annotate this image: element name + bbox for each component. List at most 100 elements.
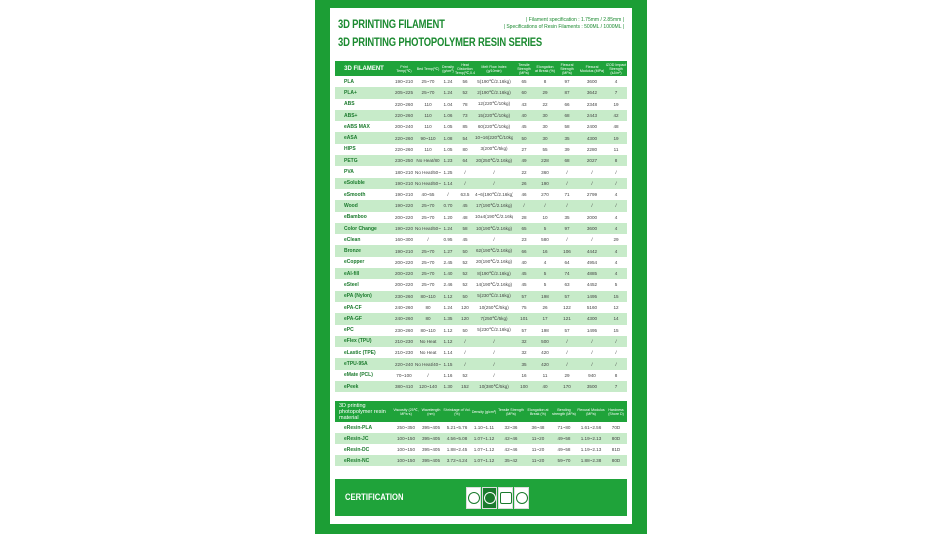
table-cell: 230~260: [393, 290, 415, 302]
table-cell: 120~140: [415, 381, 441, 393]
table-cell: 22: [542, 101, 548, 107]
material-name: eSteel: [344, 281, 359, 288]
table-cell: 110: [424, 146, 432, 152]
table-cell: 45: [513, 268, 535, 280]
table-cell: 205~225: [393, 87, 415, 99]
table-row: eCopper 200~220 25~70 2.45 52 20(190℃/2.16kg)…: [335, 257, 627, 268]
table-cell: 42: [605, 109, 627, 122]
table-cell: 42~46: [497, 433, 525, 444]
table-cell: /: [579, 177, 605, 189]
table-cell: /: [566, 350, 568, 356]
resin-spec: | Specifications of Resin Filaments : 50…: [503, 24, 624, 30]
table-cell: 4954: [586, 259, 598, 265]
column-header: Flexural Strength (MPa): [555, 61, 579, 76]
column-header: Heat Distortion Temp(℃,0.45MPa): [455, 61, 475, 76]
material-name: eResin-JC: [335, 433, 393, 444]
table-cell: 120: [455, 313, 475, 325]
material-name: eSmooth: [344, 191, 366, 198]
table-cell: 66: [564, 101, 570, 107]
table-cell: 25~70: [421, 282, 435, 288]
table-cell: 25~70: [421, 214, 435, 220]
table-cell: 85: [462, 124, 468, 130]
table-cell: 19: [605, 132, 627, 144]
material-name: PETG: [335, 155, 393, 167]
table-cell: 65: [521, 79, 527, 85]
table-row: eSteel 200~220 25~70 2.46 52 14(190℃/2.16kg) 4…: [335, 279, 627, 290]
table-cell: 8: [614, 372, 618, 378]
table-row: PLA 190~210 25~70 1.24 56 5(190℃/2.16kg) 65 8 97…: [335, 76, 627, 87]
table-cell: /: [493, 350, 495, 356]
table-cell: 65: [513, 222, 535, 235]
table-cell: 228: [535, 155, 555, 167]
table-cell: 190~210: [394, 192, 413, 198]
material-name: ABS: [344, 101, 355, 108]
table-cell: /: [591, 237, 593, 243]
table-cell: /: [493, 372, 495, 378]
table-cell: 1.07~1.12: [473, 447, 495, 452]
table-row: ABS+ 220~260 110 1.06 73 15(220℃/10kg) 40 30 68 2…: [335, 109, 627, 122]
table-cell: 4300: [579, 313, 605, 325]
table-cell: 1.24: [441, 222, 455, 235]
table-cell: 30: [535, 132, 555, 144]
table-cell: 1.10~1.11: [473, 425, 495, 430]
table-cell: 4: [605, 268, 627, 280]
table-cell: 1.05: [443, 146, 453, 152]
table-cell: 5: [614, 282, 618, 288]
table-cell: 106: [555, 245, 579, 257]
table-cell: 35: [555, 132, 579, 144]
table-cell: 58: [564, 124, 570, 130]
table-cell: 12: [613, 305, 619, 311]
column-header: Elongation at Break (%): [535, 61, 555, 76]
table-cell: 80~110: [415, 290, 441, 302]
table-cell: 52: [455, 268, 475, 280]
table-cell: 7(250℃/5kg): [475, 313, 513, 325]
column-header: Bending strength (MPa): [551, 401, 577, 422]
table-cell: /: [615, 169, 617, 175]
table-cell: 52: [462, 259, 468, 265]
table-cell: 57: [521, 327, 527, 333]
table-cell: 122: [563, 305, 571, 311]
table-cell: 15(220℃/10kg): [475, 109, 513, 122]
table-row: eSmooth 190~210 40~55 / 63.5 4~6(190℃/2.16kg)…: [335, 189, 627, 200]
table-cell: No Heat/80: [415, 155, 441, 167]
table-cell: 25~70: [415, 200, 441, 212]
table-cell: /: [605, 358, 627, 370]
material-name: Bronze: [335, 245, 393, 257]
material-name: Wood: [335, 200, 393, 212]
table-row: ePeek 380~410 120~140 1.30 152 10(380℃/5kg) 10…: [335, 381, 627, 393]
table-cell: /: [475, 358, 513, 370]
table-cell: 10±4(190℃/2.16kg): [475, 214, 513, 220]
table-cell: 380~410: [393, 381, 415, 393]
table-cell: 1.07~1.12: [471, 455, 497, 466]
table-cell: 73: [455, 109, 475, 122]
table-cell: 45: [455, 200, 475, 212]
column-header: Elongation at Break (%): [525, 401, 551, 422]
table-cell: 60(220℃/10kg): [477, 123, 511, 129]
table-cell: 4.56~5.08: [443, 433, 471, 444]
table-cell: 40: [513, 109, 535, 122]
msds-logo: [498, 487, 513, 509]
table-cell: /: [555, 200, 579, 212]
table-cell: 4: [614, 192, 618, 198]
table-cell: 90~110: [415, 132, 441, 144]
table-cell: 5: [535, 268, 555, 280]
column-header: 3D printing photopolymer resin material: [335, 401, 393, 422]
material-name: eResin-NC: [335, 455, 393, 466]
table-cell: /: [513, 200, 535, 212]
table-cell: 1.35: [441, 313, 455, 325]
table-row: eResin-NC 100~150 395~405 3.72~4.24 1.07~1.1…: [335, 455, 627, 466]
table-cell: 1.88~2.45: [446, 447, 468, 452]
table-cell: 220~260: [393, 109, 415, 122]
table-cell: 40: [535, 381, 555, 393]
table-cell: 5: [543, 282, 547, 288]
table-cell: 3(200℃/5kg): [480, 146, 508, 152]
table-cell: /: [579, 335, 605, 348]
table-row: eLastic (TPE) 210~230 No Heat 1.14 / / 32 420 / /…: [335, 347, 627, 358]
table-cell: 101: [513, 313, 535, 325]
table-cell: 3642: [579, 87, 605, 99]
table-cell: 2027: [579, 155, 605, 167]
table-cell: No Heat: [419, 350, 437, 356]
table-cell: 1.07~1.12: [471, 433, 497, 444]
table-cell: 14(190℃/2.16kg): [475, 281, 513, 287]
